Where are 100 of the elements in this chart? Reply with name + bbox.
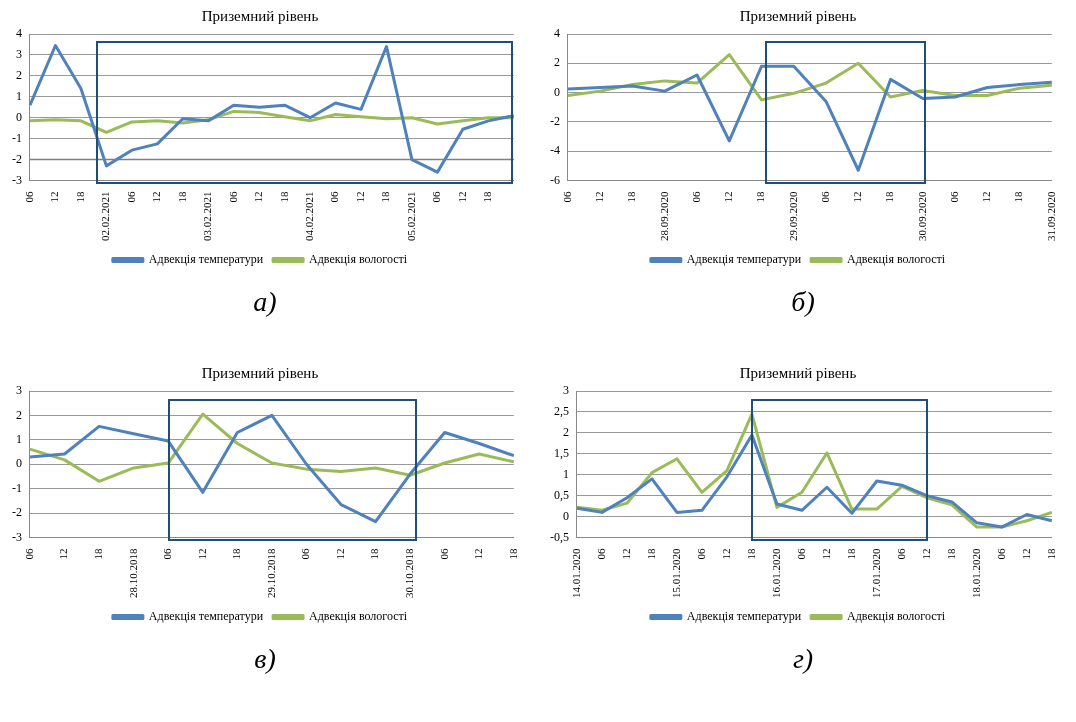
x-tick-label: 31.09.2020: [1044, 191, 1057, 241]
y-tick-label: 0,5: [554, 487, 569, 502]
x-tick-label: 12: [57, 548, 70, 560]
legend-label: Адвекція вологості: [847, 252, 946, 267]
chart-title: Приземний рівень: [739, 364, 857, 381]
x-tick-label: 18: [754, 191, 767, 203]
y-tick-label: -2: [12, 505, 22, 520]
x-tick-label: 29.09.2020: [786, 191, 799, 241]
x-tick-label: 18: [883, 191, 896, 203]
x-tick-label: 18: [277, 191, 290, 203]
text: а): [253, 286, 277, 318]
y-tick-label: -4: [550, 143, 560, 158]
x-tick-label: 06: [328, 191, 341, 203]
y-tick-label: 0: [554, 84, 560, 99]
x-tick-label: 12: [195, 548, 208, 560]
x-tick-label: 06: [437, 548, 450, 560]
x-tick-label: 12: [1019, 548, 1032, 560]
y-tick-label: -3: [12, 172, 22, 187]
x-tick-label: 12: [455, 191, 468, 203]
y-tick-label: 0: [16, 456, 22, 471]
x-tick-label: 30.09.2020: [915, 191, 928, 241]
text: г): [792, 643, 814, 675]
legend-label: Адвекція температури: [148, 609, 264, 624]
x-tick-label: 06: [161, 548, 174, 560]
y-tick-label: 1,5: [554, 445, 569, 460]
x-tick-label: 06: [226, 191, 239, 203]
x-tick-label: 06: [560, 191, 573, 203]
x-tick-label: 18: [944, 548, 957, 560]
x-tick-label: 12: [722, 191, 735, 203]
chart-title: Приземний рівень: [201, 364, 319, 381]
y-tick-label: 2: [554, 55, 560, 70]
y-tick-label: -2: [12, 151, 22, 166]
y-tick-label: 2: [563, 425, 569, 440]
y-tick-label: -3: [12, 529, 22, 544]
y-tick-label: 3: [16, 383, 22, 398]
x-tick-label: 18: [175, 191, 188, 203]
x-tick-label: 12: [619, 548, 632, 560]
x-tick-label: 18: [644, 548, 657, 560]
x-tick-label: 12: [48, 191, 61, 203]
x-tick-label: 12: [919, 548, 932, 560]
y-tick-label: -1: [12, 480, 22, 495]
legend-label: Адвекція температури: [686, 252, 802, 267]
x-tick-label: 17.01.2020: [869, 548, 882, 598]
x-tick-label: 06: [124, 191, 137, 203]
x-tick-label: 14.01.2020: [569, 548, 582, 598]
text: в): [254, 643, 276, 675]
x-tick-label: 12: [333, 548, 346, 560]
y-tick-label: -0,5: [550, 529, 569, 544]
x-tick-label: 18: [92, 548, 104, 560]
x-tick-label: 15.01.2020: [669, 548, 682, 598]
x-tick-label: 06: [947, 191, 960, 203]
x-tick-label: 02.02.2021: [99, 191, 112, 241]
y-tick-label: 4: [16, 26, 22, 41]
x-tick-label: 06: [430, 191, 443, 203]
x-tick-label: 06: [689, 191, 702, 203]
x-tick-label: 18: [844, 548, 857, 560]
x-tick-label: 12: [719, 548, 732, 560]
x-tick-label: 28.10.2018: [126, 548, 139, 598]
y-tick-label: 1: [563, 466, 569, 481]
x-tick-label: 18: [1044, 548, 1057, 560]
x-tick-label: 16.01.2020: [769, 548, 782, 598]
chart-title: Приземний рівень: [201, 7, 319, 24]
x-tick-label: 18: [744, 548, 757, 560]
x-tick-label: 04.02.2021: [302, 191, 315, 241]
x-tick-label: 18: [625, 191, 638, 203]
legend-label: Адвекція вологості: [847, 609, 946, 624]
y-tick-label: 1: [16, 431, 22, 446]
x-tick-label: 06: [594, 548, 607, 560]
x-tick-label: 06: [794, 548, 807, 560]
x-tick-label: 18: [368, 548, 381, 560]
x-tick-label: 12: [819, 548, 832, 560]
x-tick-label: 18: [481, 191, 494, 203]
x-tick-label: 05.02.2021: [404, 191, 417, 241]
x-tick-label: 06: [894, 548, 907, 560]
x-tick-label: 18: [230, 548, 243, 560]
x-tick-label: 12: [353, 191, 366, 203]
x-tick-label: 18: [1012, 191, 1025, 203]
y-tick-label: 3: [563, 383, 569, 398]
x-tick-label: 06: [22, 191, 35, 203]
x-tick-label: 18: [506, 548, 519, 560]
chart-title: Приземний рівень: [739, 7, 857, 24]
x-tick-label: 06: [22, 548, 35, 560]
x-tick-label: 12: [980, 191, 993, 203]
y-tick-label: -6: [550, 172, 560, 187]
x-tick-label: 18: [379, 191, 392, 203]
x-tick-label: 06: [994, 548, 1007, 560]
y-tick-label: 3: [16, 47, 22, 62]
y-tick-label: -2: [550, 114, 560, 129]
legend-label: Адвекція вологості: [309, 609, 408, 624]
x-tick-label: 12: [593, 191, 606, 203]
x-tick-label: 18.01.2020: [969, 548, 982, 598]
y-tick-label: -1: [12, 130, 22, 145]
x-tick-label: 03.02.2021: [201, 191, 214, 241]
y-tick-label: 2: [16, 68, 22, 83]
x-tick-label: 12: [472, 548, 485, 560]
y-tick-label: 0: [563, 508, 569, 523]
x-tick-label: 30.10.2018: [403, 548, 416, 598]
x-tick-label: 12: [150, 191, 163, 203]
y-tick-label: 2,5: [554, 404, 569, 419]
x-tick-label: 18: [73, 191, 86, 203]
